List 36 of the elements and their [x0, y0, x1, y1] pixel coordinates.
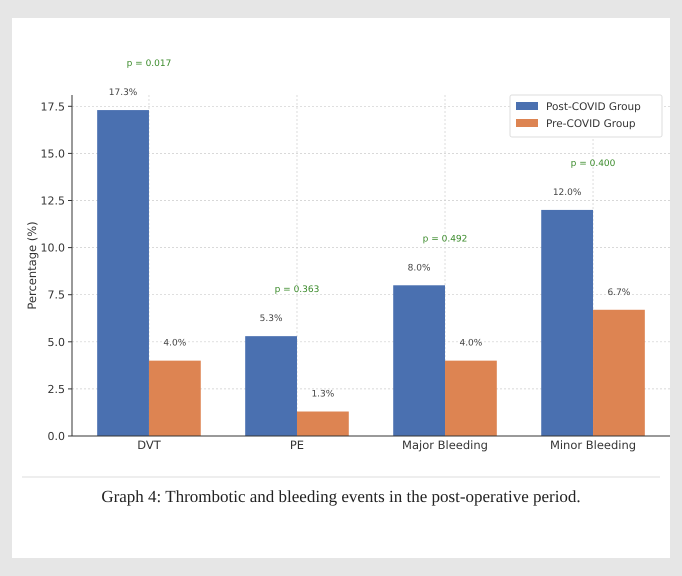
- y-tick-label: 17.5: [40, 100, 65, 114]
- text: Graph 4: Thrombotic and bleeding events in the post-operative period.: [101, 487, 581, 506]
- y-tick-label: 0.0: [48, 430, 65, 443]
- bar: [148, 360, 201, 436]
- data-label: 5.3%: [260, 314, 283, 324]
- x-tick-label: DVT: [137, 438, 162, 452]
- data-label: 17.3%: [108, 88, 138, 98]
- bar: [97, 110, 149, 436]
- text: p = 0.017: [126, 59, 172, 70]
- y-tick-label: 15.0: [40, 147, 65, 160]
- data-label: 8.0%: [408, 263, 431, 274]
- annotation: p = 0.492: [422, 234, 468, 244]
- annotation: p = 0.363: [274, 285, 320, 296]
- data-label: 1.3%: [311, 390, 335, 400]
- legend-label: Pre-COVID Group: [546, 118, 636, 130]
- bar: [245, 336, 297, 436]
- x-tick-label: Minor Bleeding: [550, 438, 636, 452]
- bar: [593, 310, 645, 436]
- y-tick-label: 5.0: [48, 336, 65, 349]
- bar: [445, 360, 497, 436]
- y-axis-title: Percentage (%): [25, 221, 39, 310]
- bar: [296, 412, 349, 436]
- bar: [393, 285, 446, 436]
- bar: [541, 210, 594, 436]
- y-tick-label: 7.5: [48, 288, 65, 302]
- annotation: p = 0.400: [570, 158, 616, 169]
- y-tick-label: 12.5: [40, 194, 65, 208]
- x-tick-label: Major Bleeding: [402, 438, 488, 452]
- data-label: 4.0%: [459, 338, 483, 349]
- data-label: 4.0%: [163, 338, 187, 349]
- legend-label: Post-COVID Group: [546, 101, 642, 113]
- y-tick-label: 2.5: [48, 382, 65, 396]
- y-tick-label: 10.0: [40, 242, 65, 255]
- x-tick-label: PE: [290, 438, 304, 452]
- data-label: 6.7%: [607, 288, 631, 298]
- data-label: 12.0%: [552, 188, 582, 198]
